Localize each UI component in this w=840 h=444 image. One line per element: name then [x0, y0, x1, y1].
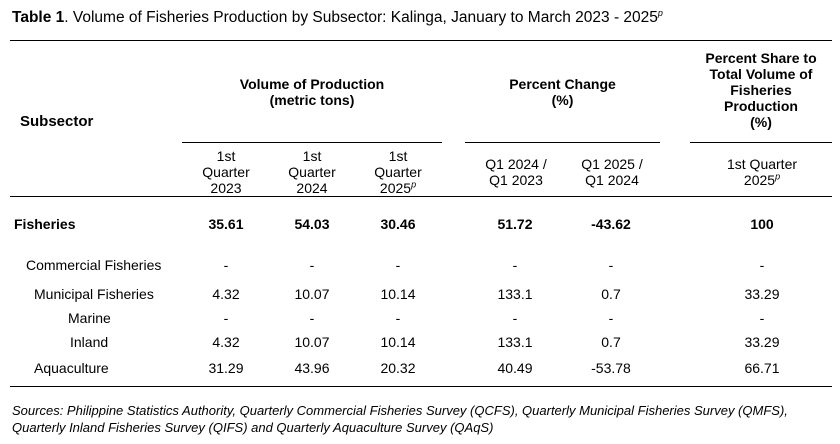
header-subsector-text: Subsector — [20, 113, 94, 130]
table-cell: 133.1 — [497, 286, 533, 302]
table-cell: - — [759, 257, 765, 273]
share-subrule — [690, 142, 832, 143]
table-cell: - — [608, 310, 614, 326]
table-cell: 66.71 — [744, 360, 780, 376]
header-volume: Volume of Production (metric tons) — [182, 76, 442, 108]
subheader-line: Quarter — [374, 164, 422, 180]
header-pct-change: Percent Change (%) — [465, 76, 660, 108]
table-cell: -53.78 — [591, 360, 631, 376]
row-label-fisheries: Fisheries — [14, 216, 76, 232]
header-volume-line2: (metric tons) — [269, 92, 355, 108]
table-cell: 33.29 — [744, 334, 780, 350]
table-cell: 40.49 — [497, 360, 533, 376]
table-cell: 10.14 — [380, 286, 416, 302]
table-cell: - — [512, 257, 518, 273]
subheader-line: Q1 2024 — [585, 172, 639, 188]
table-cell: - — [512, 310, 518, 326]
table-cell: - — [223, 310, 229, 326]
subheader-line: 2024 — [272, 180, 352, 196]
row-label-municipal-fisheries: Municipal Fisheries — [34, 286, 154, 302]
table-cell: 4.32 — [212, 286, 240, 302]
sources-note: Sources: Philippine Statistics Authority… — [12, 403, 788, 435]
header-share-line3: Fisheries — [730, 82, 792, 98]
table-cell: 10.07 — [294, 286, 330, 302]
header-share-line1: Percent Share to — [705, 50, 817, 66]
table-cell: - — [395, 257, 401, 273]
table-cell: 35.61 — [208, 216, 244, 232]
subheader-year: 2023 — [210, 180, 242, 196]
table-cell: 30.46 — [380, 216, 416, 232]
table-cell: - — [223, 257, 229, 273]
table-cell: - — [759, 310, 765, 326]
subheader-superscript: p — [411, 179, 417, 190]
table-label: Table 1 — [12, 9, 65, 27]
row-label-inland: Inland — [70, 334, 109, 350]
table-cell: 51.72 — [497, 216, 533, 232]
subheader-q1-2025-vs-2024: Q1 2025 / Q1 2024 — [566, 156, 658, 188]
table-cell: 33.29 — [744, 286, 780, 302]
subheader-q1-2025: 1st Quarter 2025p — [358, 148, 438, 196]
subheader-line: 1st — [388, 148, 408, 164]
subheader-superscript: p — [775, 171, 781, 182]
table-cell: 20.32 — [380, 360, 416, 376]
pct-change-subrule — [465, 142, 660, 143]
subheader-line: 2025p — [358, 180, 438, 196]
header-bottom-rule — [10, 196, 832, 197]
subheader-year: 2024 — [296, 180, 328, 196]
subheader-q1-2024-vs-2023: Q1 2024 / Q1 2023 — [470, 156, 562, 188]
table-cell: 133.1 — [497, 334, 533, 350]
header-share-line2: Total Volume of — [709, 66, 813, 82]
table-cell: - — [395, 310, 401, 326]
subheader-year: 2025 — [743, 172, 776, 188]
table-cell: 10.14 — [380, 334, 416, 350]
row-label-aquaculture: Aquaculture — [34, 360, 109, 376]
header-pct-change-line2: (%) — [551, 92, 574, 108]
row-label-commercial-fisheries: Commercial Fisheries — [26, 257, 162, 273]
table-cell: 43.96 — [294, 360, 330, 376]
subheader-line: Quarter — [202, 164, 250, 180]
row-label-marine: Marine — [68, 310, 111, 326]
subheader-line: 1st — [216, 148, 236, 164]
subheader-line: 2025p — [700, 172, 824, 188]
header-share: Percent Share to Total Volume of Fisheri… — [690, 50, 832, 130]
subheader-line: 1st Quarter — [726, 156, 798, 172]
table-cell: 54.03 — [294, 216, 330, 232]
title-superscript: p — [657, 8, 663, 18]
subheader-line: Quarter — [288, 164, 336, 180]
table-cell: 10.07 — [294, 334, 330, 350]
volume-subrule — [182, 142, 442, 143]
header-share-line5: (%) — [750, 114, 772, 130]
subheader-line: 2023 — [186, 180, 266, 196]
table-title: Table 1. Volume of Fisheries Production … — [12, 8, 663, 27]
header-share-line4: Production — [724, 98, 798, 114]
table-cell: -43.62 — [591, 216, 631, 232]
table-cell: - — [309, 310, 315, 326]
subheader-line: 1st — [302, 148, 322, 164]
table-cell: 4.32 — [212, 334, 240, 350]
subheader-line: Q1 2023 — [489, 172, 543, 188]
subheader-share-q1-2025: 1st Quarter 2025p — [700, 156, 824, 188]
table-cell: 100 — [750, 216, 774, 232]
header-subsector: Subsector — [20, 114, 150, 130]
table-cell: - — [309, 257, 315, 273]
table-cell: - — [608, 257, 614, 273]
bottom-rule — [10, 386, 832, 387]
subheader-q1-2023: 1st Quarter 2023 — [186, 148, 266, 196]
subheader-q1-2024: 1st Quarter 2024 — [272, 148, 352, 196]
top-rule — [10, 40, 832, 41]
table-cell: 31.29 — [208, 360, 244, 376]
table-title-text: . Volume of Fisheries Production by Subs… — [64, 9, 658, 27]
table-cell: 0.7 — [601, 334, 621, 350]
subheader-year: 2025 — [379, 180, 412, 196]
table-cell: 0.7 — [601, 286, 621, 302]
subheader-line: Q1 2025 / — [581, 156, 643, 172]
header-pct-change-line1: Percent Change — [509, 76, 616, 92]
subheader-line: Q1 2024 / — [485, 156, 547, 172]
header-volume-line1: Volume of Production — [239, 76, 385, 92]
